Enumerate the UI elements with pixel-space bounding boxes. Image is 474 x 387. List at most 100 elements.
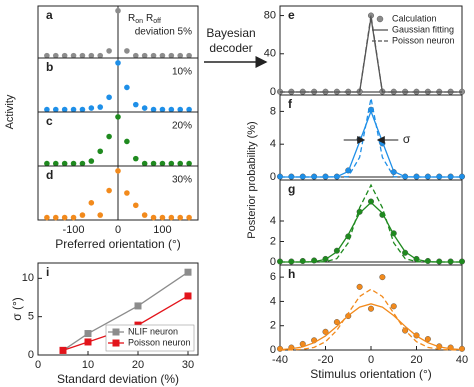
data-point <box>88 158 95 164</box>
x-axis-label: Stimulus orientation (°) <box>310 367 432 381</box>
data-point <box>97 148 104 155</box>
data-point <box>44 106 50 113</box>
data-line <box>280 15 462 93</box>
panel-label: g <box>288 182 295 196</box>
data-point <box>44 52 50 59</box>
panel-label: e <box>288 8 295 22</box>
data-point <box>97 52 104 59</box>
panel-label: h <box>288 267 295 281</box>
panel-label: d <box>46 168 53 182</box>
decoder-label: Bayesian <box>206 26 255 40</box>
data-point <box>106 48 112 54</box>
data-point <box>52 52 59 59</box>
data-line <box>280 201 462 263</box>
x-tick-label: 20 <box>132 359 144 371</box>
data-point <box>132 101 139 108</box>
data-point <box>70 106 77 113</box>
y-axis-label: σ (°) <box>10 297 24 321</box>
decoder-label: decoder <box>209 41 252 55</box>
data-point <box>97 212 104 218</box>
data-point <box>168 214 175 221</box>
data-point <box>159 214 166 221</box>
x-tick-label: 30 <box>182 359 194 371</box>
data-point <box>132 52 139 59</box>
note-part: off <box>153 18 161 25</box>
data-point <box>177 214 184 221</box>
data-point <box>52 106 59 113</box>
plot-frame <box>279 5 463 93</box>
data-point <box>59 346 67 354</box>
y-axis-label: Posterior probability (%) <box>246 121 258 238</box>
data-point <box>79 160 86 167</box>
legend-label: NLIF neuron <box>128 326 178 336</box>
data-point <box>186 52 192 59</box>
legend-label: Poisson neuron <box>128 337 191 347</box>
data-point <box>368 305 375 312</box>
x-axis-label: Standard deviation (%) <box>57 372 179 386</box>
x-tick-label: 10 <box>82 359 94 371</box>
data-point <box>88 52 95 59</box>
note-part: on <box>135 18 143 25</box>
legend-swatch <box>112 328 120 336</box>
legend-label: Calculation <box>392 13 437 23</box>
note-part: R <box>128 13 135 24</box>
data-point <box>168 106 175 113</box>
data-point <box>150 214 157 221</box>
legend-box <box>105 324 195 352</box>
data-line <box>280 109 462 178</box>
data-point <box>61 160 68 167</box>
data-point <box>177 160 184 167</box>
y-tick-label: 4 <box>270 215 276 227</box>
x-tick-label: 20 <box>410 354 422 366</box>
data-point <box>132 202 139 209</box>
data-point <box>333 319 340 326</box>
data-point <box>44 214 50 221</box>
data-point <box>150 160 157 167</box>
panel-note: Ron Roff <box>128 13 161 25</box>
data-point <box>186 106 192 113</box>
x-axis-label: Preferred orientation (°) <box>55 237 181 251</box>
y-tick-label: 5 <box>28 311 34 323</box>
data-point <box>141 105 148 111</box>
data-point <box>124 190 130 196</box>
data-point <box>459 345 466 352</box>
y-tick-label: 40 <box>264 48 276 60</box>
data-point <box>159 52 166 59</box>
data-point <box>106 187 112 194</box>
data-point <box>379 274 386 281</box>
x-tick-label: 40 <box>456 354 468 366</box>
data-point <box>390 303 397 310</box>
data-point <box>106 94 112 101</box>
y-tick-label: 2 <box>270 320 276 332</box>
data-line <box>279 303 463 351</box>
panel-note: deviation 5% <box>135 27 192 38</box>
data-point <box>61 52 68 59</box>
panel-label: i <box>46 265 49 279</box>
data-point <box>322 328 329 335</box>
data-point <box>150 52 157 59</box>
y-tick-label: 0 <box>28 349 34 361</box>
panel-label: b <box>46 60 53 74</box>
annotation: σ <box>403 132 411 146</box>
data-point <box>115 7 121 14</box>
data-point <box>424 336 431 343</box>
data-point <box>186 160 192 167</box>
y-tick-label: 2 <box>270 235 276 247</box>
data-point <box>115 168 121 174</box>
data-point <box>184 292 192 300</box>
panel-note: 10% <box>172 67 192 78</box>
panel-label: f <box>288 97 293 111</box>
data-point <box>159 160 166 167</box>
data-point <box>159 106 166 113</box>
data-point <box>141 160 148 167</box>
y-axis-label: Activity <box>4 94 16 129</box>
legend-label: Gaussian fitting <box>392 24 454 34</box>
x-tick-label: 0 <box>368 354 374 366</box>
data-point <box>277 345 284 352</box>
data-point <box>177 106 184 113</box>
note-part: R <box>146 13 153 24</box>
data-point <box>141 52 148 59</box>
legend-swatch <box>112 339 120 347</box>
data-point <box>141 212 148 218</box>
data-line <box>62 271 189 351</box>
